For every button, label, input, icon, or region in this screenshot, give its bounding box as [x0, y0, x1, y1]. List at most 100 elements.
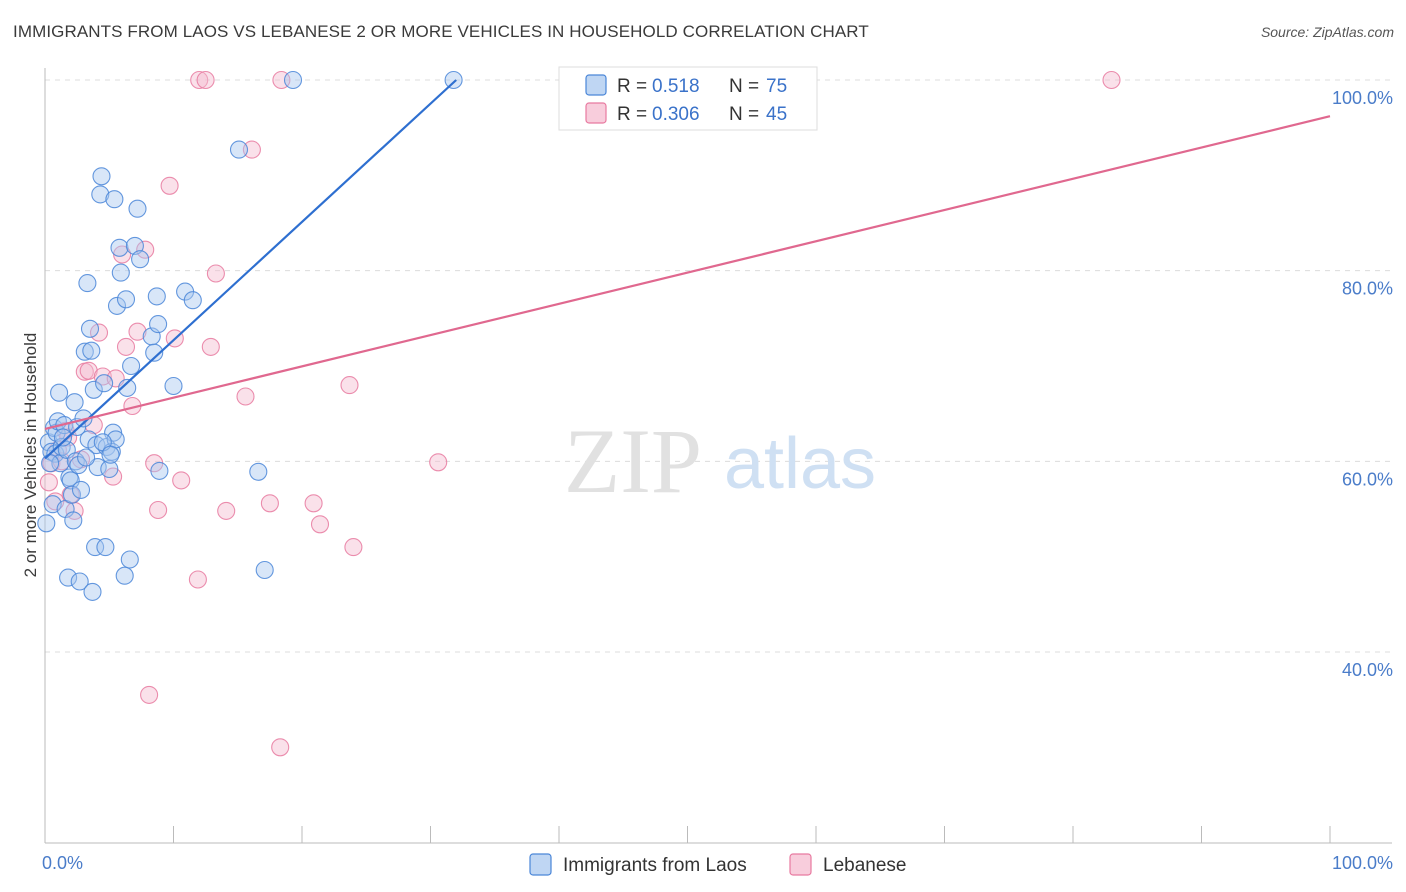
data-point-immigrants-from-laos: [115, 566, 134, 585]
data-point-lebanese: [196, 70, 215, 90]
data-point-immigrants-from-laos: [92, 167, 111, 186]
trend-lines: [44, 79, 1331, 460]
data-point-immigrants-from-laos: [86, 538, 105, 557]
series-legend: Immigrants from Laos Lebanese: [529, 853, 906, 876]
data-point-lebanese: [188, 570, 207, 589]
data-point-lebanese: [89, 323, 109, 342]
stats-legend: R = 0.518 N = 75 R = 0.306 N = 45: [558, 66, 818, 131]
data-point-immigrants-from-laos: [41, 454, 60, 473]
data-point-lebanese: [201, 337, 220, 356]
data-point-lebanese: [310, 515, 330, 534]
data-point-lebanese: [242, 140, 261, 159]
data-point-immigrants-from-laos: [60, 468, 79, 487]
watermark-zip: ZIP: [564, 410, 702, 512]
y-tick-label: 80.0%: [1342, 279, 1393, 299]
legend-label-laos: Immigrants from Laos: [563, 855, 747, 876]
data-point-lebanese: [344, 538, 363, 557]
data-point-immigrants-from-laos: [147, 287, 166, 306]
data-point-immigrants-from-laos: [283, 70, 303, 90]
data-point-immigrants-from-laos: [46, 444, 65, 463]
legend-swatch-laos: [529, 853, 552, 876]
data-point-immigrants-from-laos: [249, 462, 268, 481]
data-point-immigrants-from-laos: [183, 291, 202, 310]
legend-swatch-lebanese: [789, 853, 812, 876]
data-point-immigrants-from-laos: [83, 582, 102, 601]
data-point-lebanese: [429, 453, 448, 472]
series-immigrants-from-laos: [37, 70, 463, 601]
data-point-immigrants-from-laos: [62, 485, 82, 504]
watermark-atlas: atlas: [724, 424, 876, 504]
x-tick-label: 100.0%: [1332, 853, 1393, 873]
data-point-immigrants-from-laos: [65, 393, 84, 412]
y-tick-label: 40.0%: [1342, 660, 1393, 680]
data-point-immigrants-from-laos: [70, 572, 89, 591]
data-point-lebanese: [46, 492, 65, 511]
tick-labels: 40.0% 60.0% 80.0% 100.0% 0.0% 100.0%: [42, 88, 1393, 873]
data-point-lebanese: [217, 501, 236, 520]
data-point-lebanese: [149, 500, 168, 520]
watermark: ZIP atlas: [564, 410, 876, 512]
data-point-lebanese: [172, 471, 191, 490]
data-point-immigrants-from-laos: [53, 428, 73, 447]
data-point-immigrants-from-laos: [71, 480, 91, 499]
data-point-lebanese: [340, 376, 359, 395]
y-tick-label: 100.0%: [1332, 88, 1393, 108]
data-point-lebanese: [206, 264, 225, 283]
data-point-immigrants-from-laos: [110, 238, 129, 257]
data-point-lebanese: [160, 176, 179, 195]
data-point-immigrants-from-laos: [120, 550, 139, 569]
data-point-immigrants-from-laos: [75, 342, 94, 361]
data-point-immigrants-from-laos: [84, 380, 103, 399]
trend-line-immigrants-from-laos: [44, 79, 457, 460]
data-point-lebanese: [136, 240, 155, 259]
data-point-lebanese: [260, 494, 279, 513]
data-point-lebanese: [128, 322, 147, 341]
x-tick-label: 0.0%: [42, 853, 83, 873]
data-point-immigrants-from-laos: [105, 190, 124, 209]
chart-title: IMMIGRANTS FROM LAOS VS LEBANESE 2 OR MO…: [13, 22, 869, 41]
data-point-immigrants-from-laos: [95, 374, 114, 393]
data-point-immigrants-from-laos: [145, 343, 164, 362]
data-point-immigrants-from-laos: [78, 274, 97, 293]
data-point-lebanese: [1102, 70, 1121, 90]
data-point-immigrants-from-laos: [125, 236, 144, 255]
legend-swatch-pink: [585, 102, 607, 124]
data-point-lebanese: [39, 473, 58, 492]
trend-line-lebanese: [44, 115, 1331, 430]
data-point-immigrants-from-laos: [116, 290, 136, 309]
data-point-immigrants-from-laos: [77, 448, 96, 467]
data-point-immigrants-from-laos: [69, 456, 88, 475]
data-point-immigrants-from-laos: [88, 458, 107, 477]
data-point-immigrants-from-laos: [255, 560, 274, 580]
legend-swatch-blue: [585, 74, 607, 96]
data-point-immigrants-from-laos: [52, 437, 71, 457]
data-point-immigrants-from-laos: [149, 315, 168, 334]
data-point-immigrants-from-laos: [122, 356, 141, 376]
legend-r-value-1: 0.518: [652, 76, 700, 97]
legend-r-value-2: 0.306: [652, 104, 700, 125]
data-point-immigrants-from-laos: [229, 140, 249, 159]
data-point-immigrants-from-laos: [444, 70, 463, 90]
data-point-immigrants-from-laos: [100, 459, 119, 479]
data-point-immigrants-from-laos: [150, 461, 169, 480]
data-point-lebanese: [271, 738, 290, 757]
data-point-immigrants-from-laos: [64, 511, 83, 530]
data-point-immigrants-from-laos: [91, 185, 110, 204]
data-point-lebanese: [190, 70, 209, 90]
data-point-lebanese: [304, 494, 323, 513]
legend-n-label-1: N =: [729, 76, 759, 97]
legend-r-label-2: R =: [617, 104, 647, 125]
data-point-lebanese: [116, 337, 136, 356]
data-point-immigrants-from-laos: [37, 514, 56, 533]
data-point-immigrants-from-laos: [80, 319, 100, 338]
data-point-immigrants-from-laos: [118, 378, 137, 397]
legend-n-value-2: 45: [766, 104, 787, 125]
legend-n-label-2: N =: [729, 104, 759, 125]
legend-label-lebanese: Lebanese: [823, 855, 906, 876]
grid-lines: [45, 79, 1392, 653]
data-point-immigrants-from-laos: [59, 568, 78, 587]
data-point-immigrants-from-laos: [131, 250, 150, 269]
data-point-immigrants-from-laos: [96, 538, 115, 557]
legend-n-value-1: 75: [766, 76, 787, 97]
y-axis-label: 2 or more Vehicles in Household: [21, 333, 40, 578]
